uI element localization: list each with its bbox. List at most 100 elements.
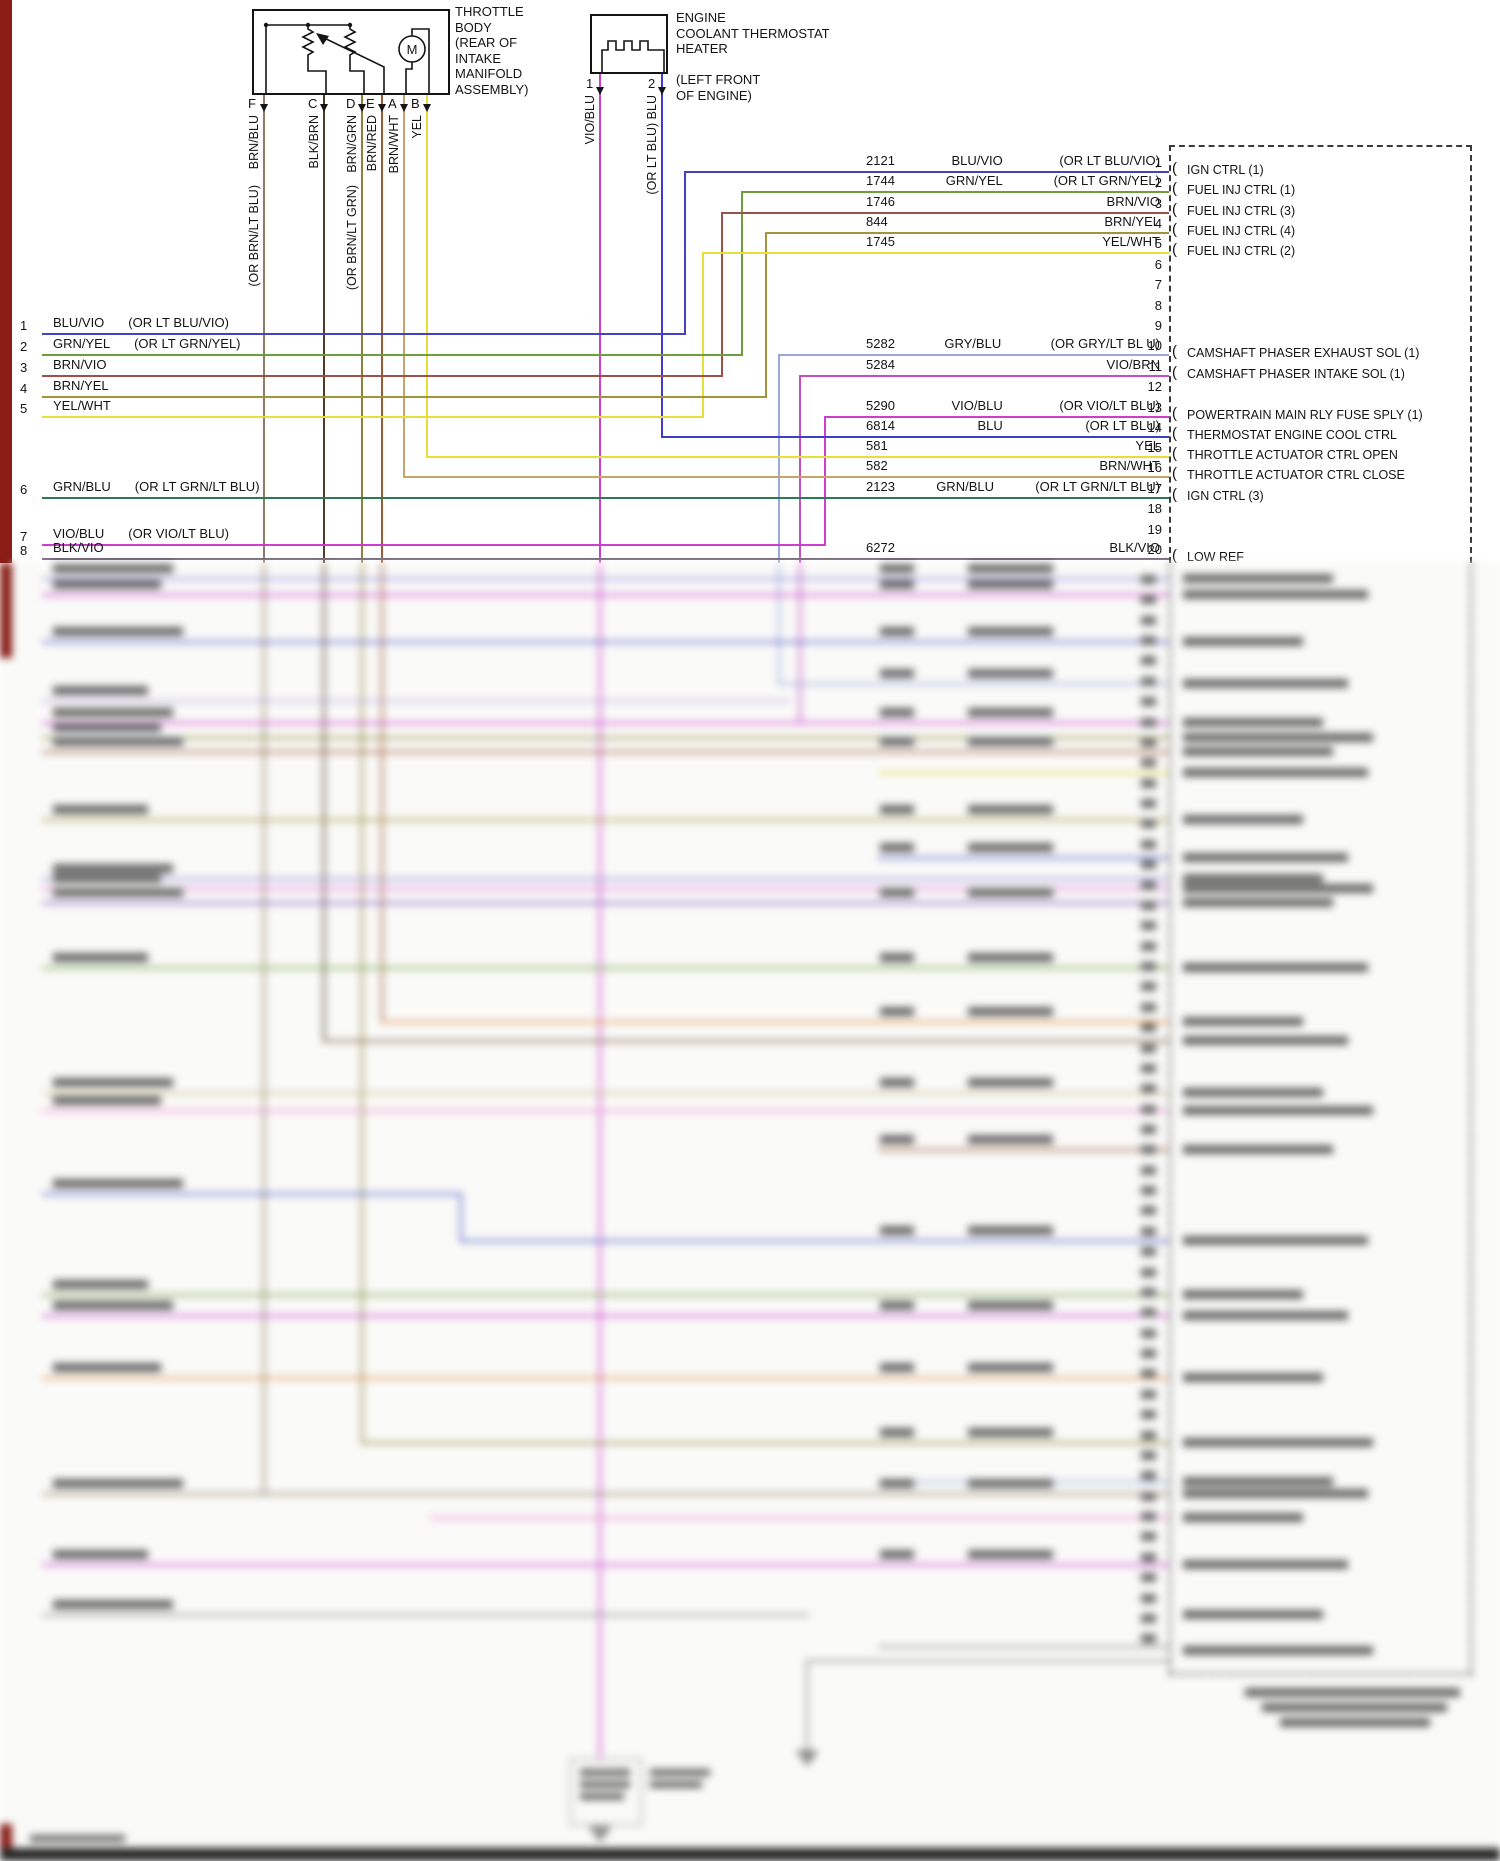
wire-color-label: BRN/YEL xyxy=(1104,214,1160,229)
blurred-pin-number-bar xyxy=(1141,1471,1156,1480)
blurred-pin-number-bar xyxy=(1141,1553,1156,1562)
blurred-wire-segment xyxy=(807,1660,1169,1662)
blurred-pin-number-bar xyxy=(1141,840,1156,849)
wire-segment-horizontal xyxy=(42,416,704,418)
wire-color-label: VIO/BLU xyxy=(53,526,105,541)
connector-circuit-label: 2121 BLU/VIO (OR LT BLU/VIO) xyxy=(866,153,1160,169)
wire-segment-vertical xyxy=(323,95,325,563)
wire-color-label: BLU/VIO xyxy=(951,153,1003,168)
connector-bracket: ( xyxy=(1172,486,1177,503)
wire-segment-horizontal xyxy=(403,476,1169,478)
connector-circuit-label: 1745 YEL/WHT xyxy=(866,234,1160,250)
blurred-text-bar xyxy=(1183,1489,1368,1498)
blurred-text-bar xyxy=(880,1363,914,1372)
blurred-box-outline xyxy=(570,1759,642,1825)
blurred-text-bar xyxy=(1183,590,1368,599)
thermostat-heater-box xyxy=(590,14,668,74)
blurred-text-bar xyxy=(580,1781,630,1788)
connector-bracket: ( xyxy=(1172,180,1177,197)
wire-segment-horizontal xyxy=(721,212,1169,214)
blurred-text-bar xyxy=(880,953,914,962)
connector-function-label: FUEL INJ CTRL (4) xyxy=(1187,224,1296,238)
blurred-text-bar xyxy=(580,1793,624,1800)
wire-color-vertical-label: BRN/BLU xyxy=(247,115,261,170)
blurred-wire-segment xyxy=(42,1493,1169,1495)
blurred-text-bar xyxy=(1183,815,1303,824)
blurred-pin-number-bar xyxy=(1141,1247,1156,1256)
wire-segment-vertical xyxy=(381,95,383,563)
blurred-text-bar xyxy=(1183,1513,1303,1522)
blurred-pin-number-bar xyxy=(1141,1614,1156,1623)
left-wire-number: 5 xyxy=(20,401,28,416)
left-wire-label: VIO/BLU (OR VIO/LT BLU) xyxy=(53,526,229,542)
blurred-text-bar xyxy=(53,1096,161,1105)
blurred-pin-number-bar xyxy=(1141,962,1156,971)
blurred-pin-number-bar xyxy=(1141,1064,1156,1073)
thermostat-location-line: OF ENGINE) xyxy=(676,87,752,103)
connector-function-label: FUEL INJ CTRL (1) xyxy=(1187,183,1296,197)
blurred-wire-segment xyxy=(878,772,1169,774)
blurred-text-bar xyxy=(968,843,1053,852)
blurred-wire-segment xyxy=(778,683,1169,685)
blurred-text-bar xyxy=(1183,1373,1323,1382)
connector-pin-number: 11 xyxy=(1148,359,1163,374)
blurred-text-bar xyxy=(968,1301,1053,1310)
blurred-text-bar xyxy=(1183,747,1333,756)
blurred-wire-segment xyxy=(42,819,1169,821)
blurred-wire-segment xyxy=(42,641,1169,643)
wire-segment-horizontal xyxy=(42,354,743,356)
blurred-pin-number-bar xyxy=(1141,982,1156,991)
thermostat-label-line: ENGINE xyxy=(676,10,726,25)
left-wire-label: BRN/YEL xyxy=(53,378,109,394)
thermostat-heater-schematic xyxy=(601,40,665,72)
blurred-pin-number-bar xyxy=(1141,1227,1156,1236)
blurred-wire-segment xyxy=(42,1092,1169,1094)
wire-segment-horizontal xyxy=(42,544,826,546)
blurred-text-bar xyxy=(1183,637,1303,646)
pcm-connector-box xyxy=(1169,145,1472,563)
blurred-text-bar xyxy=(1183,1088,1323,1097)
connector-pin-number: 20 xyxy=(1147,542,1162,557)
blurred-text-bar xyxy=(53,723,161,732)
throttle-body-box: M xyxy=(252,9,450,95)
throttle-body-schematic: M xyxy=(263,22,430,93)
connector-pin-number: 10 xyxy=(1147,338,1162,353)
connector-pin-number: 13 xyxy=(1147,400,1162,415)
circuit-number: 1746 xyxy=(866,194,895,209)
wire-segment-vertical xyxy=(765,232,767,398)
blurred-text-bar xyxy=(1183,1036,1348,1045)
blurred-text-bar xyxy=(880,1479,914,1488)
connector-circuit-label: 6272 BLK/VIO xyxy=(866,540,1160,556)
blurred-wire-segment xyxy=(42,878,1169,880)
page-edge-red-strip xyxy=(0,0,12,563)
thermostat-label-line: COOLANT THERMOSTAT xyxy=(676,25,830,41)
blurred-pin-number-bar xyxy=(1141,697,1156,706)
connector-function-label: FUEL INJ CTRL (3) xyxy=(1187,204,1296,218)
left-wire-label: YEL/WHT xyxy=(53,398,111,414)
wire-color-label: BRN/YEL xyxy=(53,378,109,393)
wire-segment-horizontal xyxy=(778,354,1169,356)
connector-pin-number: 5 xyxy=(1154,236,1162,251)
circuit-number: 5290 xyxy=(866,398,895,413)
wire-arrow-icon xyxy=(596,87,604,95)
blurred-wire-segment xyxy=(361,1442,1169,1444)
blurred-wire-segment xyxy=(42,888,1169,890)
connector-function-label: POWERTRAIN MAIN RLY FUSE SPLY (1) xyxy=(1187,408,1423,422)
connector-bracket: ( xyxy=(1172,405,1177,422)
blurred-text-bar xyxy=(53,564,173,573)
blurred-text-bar xyxy=(53,805,148,814)
connector-function-label: FUEL INJ CTRL (2) xyxy=(1187,244,1296,258)
blurred-pin-number-bar xyxy=(1141,718,1156,727)
blurred-wire-segment xyxy=(42,1564,1169,1566)
wire-color-label: BLK/VIO xyxy=(53,540,104,555)
connector-circuit-label: 1746 BRN/VIO xyxy=(866,194,1160,210)
blurred-pin-number-bar xyxy=(1141,1084,1156,1093)
blurred-text-bar xyxy=(968,708,1053,717)
blurred-text-bar xyxy=(1183,1646,1373,1655)
wire-arrow-icon xyxy=(400,104,408,112)
wire-segment-vertical xyxy=(426,95,428,458)
wire-color-label: GRN/BLU xyxy=(53,479,111,494)
wire-alt-color-label: (OR VIO/LT BLU) xyxy=(1059,398,1160,413)
circuit-number: 6814 xyxy=(866,418,895,433)
